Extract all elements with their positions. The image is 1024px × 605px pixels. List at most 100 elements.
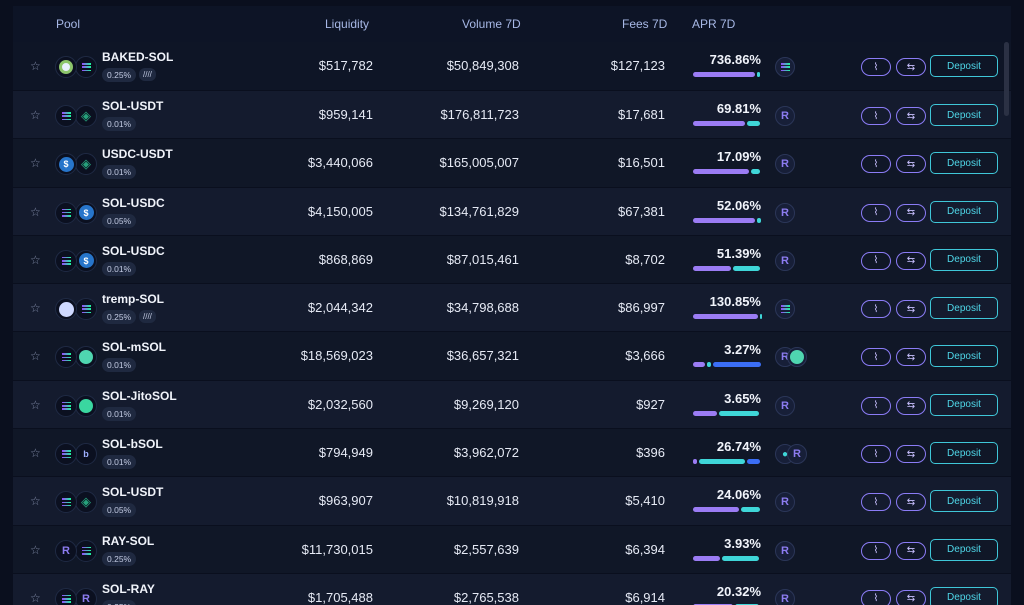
apr-value[interactable]: 51.39%: [716, 245, 761, 261]
favorite-star-icon[interactable]: ☆: [30, 301, 41, 316]
deposit-button[interactable]: Deposit: [930, 345, 998, 368]
pool-name[interactable]: tremp-SOL: [102, 292, 165, 307]
volume-value: $9,269,120: [453, 396, 519, 412]
table-row[interactable]: ☆ R SOL-RAY 0.25% $1,705,488 $2,765,538 $6,91…: [13, 573, 1011, 605]
pool-name[interactable]: SOL-mSOL: [102, 340, 167, 355]
chart-button[interactable]: ⌇: [861, 445, 891, 464]
apr-value[interactable]: 26.74%: [716, 439, 761, 455]
table-row[interactable]: ☆ tremp-SOL 0.25%//// $2,044,342 $34,798,68…: [13, 284, 1011, 333]
favorite-star-icon[interactable]: ☆: [30, 204, 41, 219]
header-volume[interactable]: Volume 7D: [462, 17, 521, 31]
apr-breakdown-bar: [757, 72, 760, 77]
deposit-button[interactable]: Deposit: [930, 490, 998, 513]
pool-name[interactable]: SOL-bSOL: [102, 437, 163, 452]
table-row[interactable]: ☆ $ SOL-USDC 0.01% $868,869 $87,015,461 $8,70…: [13, 235, 1011, 285]
chart-button[interactable]: ⌇: [861, 493, 891, 512]
apr-value[interactable]: 3.93%: [724, 535, 761, 551]
reward-tokens: R: [775, 345, 807, 369]
swap-button[interactable]: ⇆: [896, 300, 926, 319]
fee-tier-badge: 0.05%: [102, 213, 137, 228]
deposit-button[interactable]: Deposit: [930, 586, 998, 605]
apr-value[interactable]: 20.32%: [716, 583, 761, 599]
favorite-star-icon[interactable]: ☆: [30, 108, 41, 122]
deposit-button[interactable]: Deposit: [930, 55, 998, 77]
table-row[interactable]: ☆ $ ◈ USDC-USDT 0.01% $3,440,066 $165,005,00…: [13, 139, 1011, 188]
pool-name[interactable]: BAKED-SOL: [102, 50, 174, 64]
pool-name[interactable]: RAY-SOL: [102, 533, 155, 548]
favorite-star-icon[interactable]: ☆: [30, 349, 41, 364]
table-row[interactable]: ☆ b SOL-bSOL 0.01% $794,949 $3,962,072 $396 26…: [13, 429, 1011, 478]
apr-value[interactable]: 69.81%: [716, 101, 761, 116]
swap-button[interactable]: ⇆: [896, 203, 926, 222]
pool-name[interactable]: SOL-USDT: [102, 99, 164, 113]
chart-button[interactable]: ⌇: [861, 348, 891, 367]
favorite-star-icon[interactable]: ☆: [30, 397, 41, 412]
table-row[interactable]: ☆ $ SOL-USDC 0.05% $4,150,005 $134,761,829 $6…: [13, 187, 1011, 236]
deposit-button[interactable]: Deposit: [930, 442, 998, 465]
swap-button[interactable]: ⇆: [896, 445, 926, 464]
table-row[interactable]: ☆ ◈ SOL-USDT 0.01% $959,141 $176,811,723 $17,…: [13, 91, 1011, 140]
pool-name[interactable]: SOL-RAY: [102, 581, 155, 596]
deposit-button[interactable]: Deposit: [930, 248, 998, 271]
table-row[interactable]: ☆ BAKED-SOL 0.25%//// $517,782 $50,849,308 $…: [13, 42, 1011, 91]
favorite-star-icon[interactable]: ☆: [30, 494, 41, 509]
header-liquidity[interactable]: Liquidity: [325, 17, 370, 31]
apr-value[interactable]: 3.27%: [724, 342, 761, 358]
swap-button[interactable]: ⇆: [896, 589, 926, 605]
swap-button[interactable]: ⇆: [896, 396, 926, 415]
pool-name[interactable]: SOL-USDC: [102, 195, 165, 210]
swap-button[interactable]: ⇆: [896, 107, 926, 125]
chart-button[interactable]: ⌇: [861, 251, 891, 270]
deposit-button[interactable]: Deposit: [930, 152, 998, 175]
swap-button[interactable]: ⇆: [896, 541, 926, 560]
apr-value[interactable]: 736.86%: [709, 52, 761, 67]
apr-value[interactable]: 3.65%: [724, 390, 761, 406]
header-fees[interactable]: Fees 7D: [622, 17, 668, 31]
chart-button[interactable]: ⌇: [861, 589, 891, 605]
apr-value[interactable]: 17.09%: [716, 149, 761, 165]
swap-arrows-icon: ⇆: [906, 448, 916, 460]
chart-button[interactable]: ⌇: [861, 300, 891, 319]
chart-button[interactable]: ⌇: [861, 58, 891, 76]
table-row[interactable]: ☆ R RAY-SOL 0.25% $11,730,015 $2,557,639 $6,…: [13, 525, 1011, 574]
usdt-icon: ◈: [75, 105, 97, 127]
favorite-star-icon[interactable]: ☆: [30, 252, 41, 267]
favorite-star-icon[interactable]: ☆: [30, 446, 41, 461]
liquidity-value: $794,949: [318, 445, 373, 461]
swap-button[interactable]: ⇆: [896, 348, 926, 367]
chart-button[interactable]: ⌇: [861, 107, 891, 125]
apr-value[interactable]: 52.06%: [716, 197, 761, 213]
deposit-button[interactable]: Deposit: [930, 538, 998, 561]
favorite-star-icon[interactable]: ☆: [30, 542, 41, 557]
apr-breakdown-bar: [693, 362, 705, 368]
apr-value[interactable]: 24.06%: [716, 487, 761, 503]
favorite-star-icon[interactable]: ☆: [30, 590, 41, 605]
apr-value[interactable]: 130.85%: [709, 294, 761, 310]
pool-name[interactable]: SOL-USDT: [102, 485, 164, 500]
favorite-star-icon[interactable]: ☆: [30, 59, 41, 73]
favorite-star-icon[interactable]: ☆: [30, 156, 41, 171]
table-row[interactable]: ☆ SOL-mSOL 0.01% $18,569,023 $36,657,321 $3,…: [13, 332, 1011, 381]
chart-button[interactable]: ⌇: [861, 155, 891, 174]
table-row[interactable]: ☆ ◈ SOL-USDT 0.05% $963,907 $10,819,918 $5,41…: [13, 477, 1011, 526]
deposit-button[interactable]: Deposit: [930, 393, 998, 416]
pool-name[interactable]: SOL-USDC: [102, 243, 165, 258]
chart-button[interactable]: ⌇: [861, 541, 891, 560]
deposit-button[interactable]: Deposit: [930, 104, 998, 126]
swap-button[interactable]: ⇆: [896, 155, 926, 174]
pool-tag-badge: ////: [139, 68, 156, 81]
chart-button[interactable]: ⌇: [861, 396, 891, 415]
header-pool[interactable]: Pool: [56, 17, 81, 31]
header-apr[interactable]: APR 7D: [692, 17, 736, 31]
swap-button[interactable]: ⇆: [896, 251, 926, 270]
liquidity-value: $18,569,023: [300, 348, 373, 364]
swap-button[interactable]: ⇆: [896, 493, 926, 512]
chart-button[interactable]: ⌇: [861, 203, 891, 222]
deposit-button[interactable]: Deposit: [930, 200, 998, 223]
swap-button[interactable]: ⇆: [896, 58, 926, 76]
scrollbar[interactable]: [1004, 42, 1009, 116]
pool-name[interactable]: USDC-USDT: [102, 147, 173, 162]
pool-name[interactable]: SOL-JitoSOL: [102, 388, 177, 403]
table-row[interactable]: ☆ SOL-JitoSOL 0.01% $2,032,560 $9,269,120 $9…: [13, 380, 1011, 430]
deposit-button[interactable]: Deposit: [930, 297, 998, 320]
